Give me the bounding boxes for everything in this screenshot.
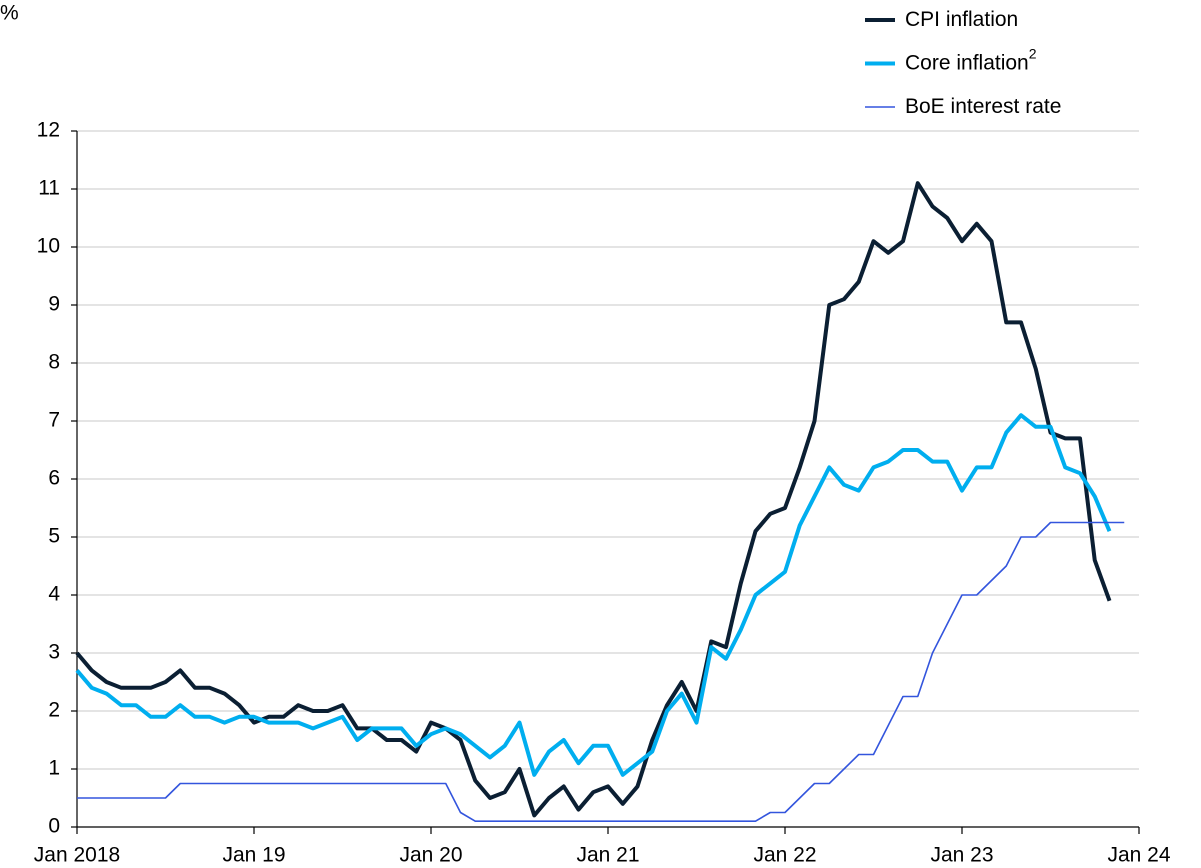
y-tick-label: 4 xyxy=(48,583,60,606)
x-tick-label: Jan 21 xyxy=(576,844,639,867)
y-tick-label: 11 xyxy=(38,177,60,200)
x-tick-label: Jan 20 xyxy=(399,844,462,867)
y-tick-label: 1 xyxy=(48,757,60,780)
y-tick-label: 9 xyxy=(48,293,60,316)
y-unit-label: % xyxy=(0,2,19,25)
series-line xyxy=(75,413,1112,777)
legend-label: BoE interest rate xyxy=(905,95,1061,118)
x-tick-label: Jan 2018 xyxy=(34,844,120,867)
legend-name: Core inflation xyxy=(905,51,1029,74)
x-tick-label: Jan 23 xyxy=(930,844,993,867)
legend-name: CPI inflation xyxy=(905,8,1018,31)
y-tick-label: 12 xyxy=(37,119,60,142)
y-tick-label: 2 xyxy=(48,699,60,722)
y-tick-label: 7 xyxy=(48,409,60,432)
y-tick-label: 5 xyxy=(48,525,60,548)
legend-label: CPI inflation xyxy=(905,8,1018,31)
legend-superscript: 2 xyxy=(1029,45,1037,61)
y-tick-label: 0 xyxy=(48,815,60,838)
series-line xyxy=(77,521,1125,822)
x-tick-label: Jan 22 xyxy=(753,844,816,867)
y-tick-label: 8 xyxy=(48,351,60,374)
x-tick-label: Jan 19 xyxy=(222,844,285,867)
y-tick-label: 3 xyxy=(48,641,60,664)
y-tick-label: 10 xyxy=(37,235,60,258)
legend-label: Core inflation2 xyxy=(905,45,1037,74)
y-tick-label: 6 xyxy=(48,467,60,490)
x-tick-label: Jan 24 xyxy=(1107,844,1170,867)
legend-name: BoE interest rate xyxy=(905,95,1061,118)
